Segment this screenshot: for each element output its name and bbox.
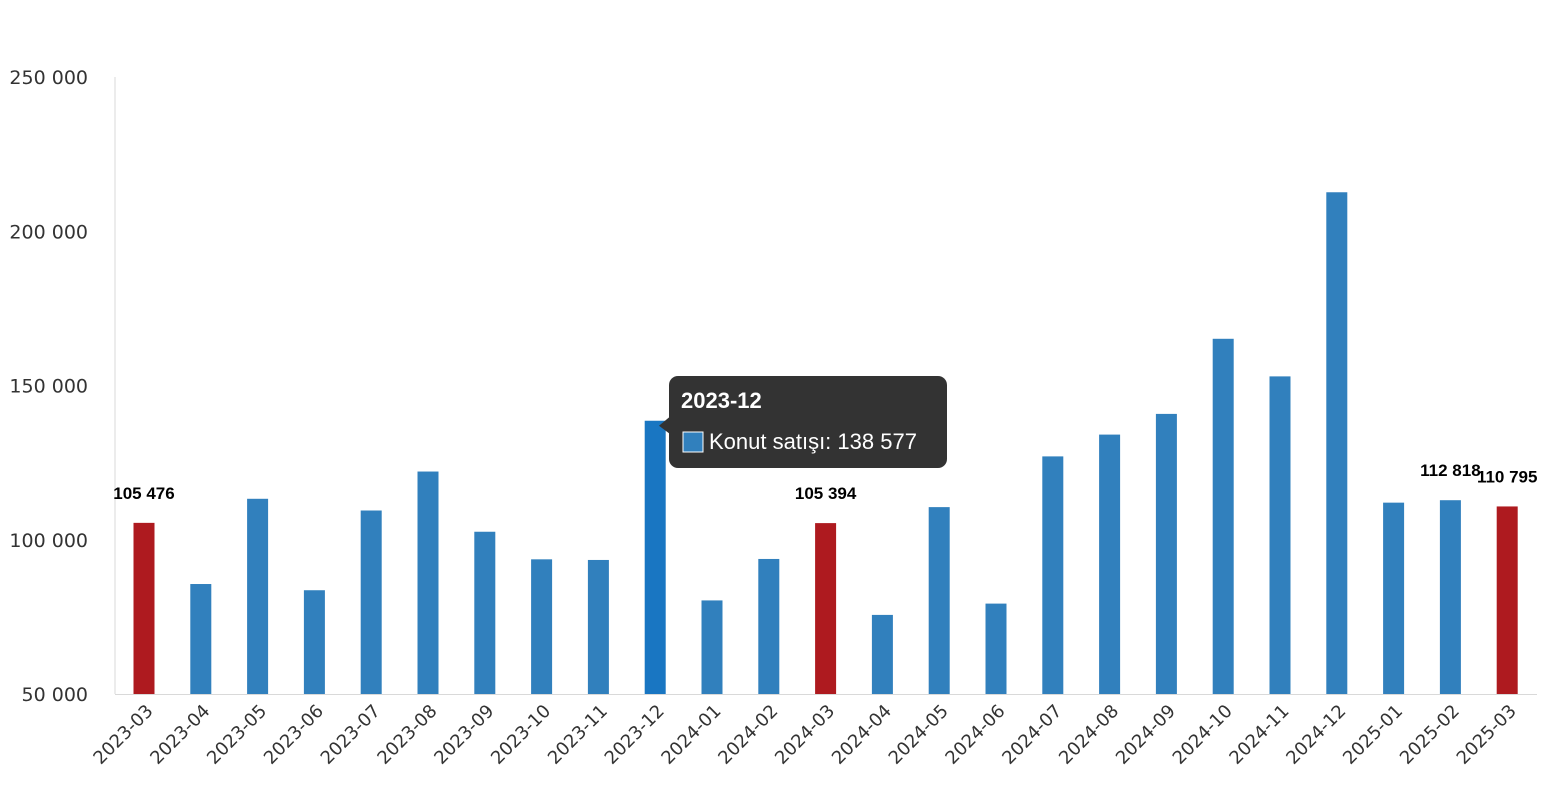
bar-2023-06[interactable] <box>303 590 325 694</box>
data-label: 105 476 <box>113 484 174 503</box>
bar-2023-04[interactable] <box>190 584 212 694</box>
tooltip-box <box>669 376 947 468</box>
tooltip: 2023-12 Konut satışı: 138 577 <box>659 376 947 468</box>
bar-2023-05[interactable] <box>247 498 269 694</box>
x-tick-label: 2024-05 <box>885 701 953 769</box>
x-tick-label: 2023-09 <box>430 701 498 769</box>
bar-2025-01[interactable] <box>1383 502 1405 694</box>
data-label: 105 394 <box>795 484 857 503</box>
bars <box>133 192 1518 694</box>
x-tick-label: 2024-07 <box>998 701 1066 769</box>
bar-2024-11[interactable] <box>1269 376 1291 694</box>
bar-2023-08[interactable] <box>417 471 439 694</box>
x-tick-label: 2023-12 <box>601 701 669 769</box>
tooltip-series-swatch <box>682 431 704 453</box>
bar-2024-12[interactable] <box>1326 192 1348 694</box>
axes <box>114 77 1537 695</box>
bar-2023-11[interactable] <box>587 559 609 694</box>
bar-2024-01[interactable] <box>701 600 723 694</box>
x-tick-label: 2023-06 <box>260 701 328 769</box>
bar-2024-09[interactable] <box>1155 413 1177 694</box>
y-axis-ticks: 50 000 100 000 150 000 200 000 250 000 <box>9 67 88 706</box>
x-tick-label: 2023-05 <box>203 701 271 769</box>
x-tick-label: 2024-03 <box>771 701 839 769</box>
x-axis-ticks: 2023-032023-042023-052023-062023-072023-… <box>89 701 1520 769</box>
bar-2025-02[interactable] <box>1439 500 1461 694</box>
y-tick-label: 200 000 <box>9 221 88 243</box>
bar-2023-03[interactable] <box>133 522 155 694</box>
bar-2023-10[interactable] <box>531 559 553 694</box>
x-tick-label: 2023-10 <box>487 701 555 769</box>
bar-2023-09[interactable] <box>474 531 496 694</box>
y-tick-label: 150 000 <box>9 376 88 398</box>
x-tick-label: 2024-11 <box>1225 701 1293 769</box>
x-tick-label: 2025-01 <box>1339 701 1407 769</box>
bar-2025-03[interactable] <box>1496 506 1518 694</box>
x-tick-label: 2023-07 <box>317 701 385 769</box>
bar-2024-04[interactable] <box>871 614 893 694</box>
y-tick-label: 100 000 <box>9 530 88 552</box>
x-tick-label: 2025-02 <box>1396 701 1464 769</box>
x-tick-label: 2025-03 <box>1453 701 1521 769</box>
x-tick-label: 2023-03 <box>89 701 157 769</box>
x-tick-label: 2024-09 <box>1112 701 1180 769</box>
x-tick-label: 2024-01 <box>657 701 725 769</box>
data-label: 110 795 <box>1477 467 1538 486</box>
x-tick-label: 2024-12 <box>1282 701 1350 769</box>
bar-2024-03[interactable] <box>815 523 837 694</box>
y-tick-label: 50 000 <box>22 684 88 706</box>
bar-2023-12[interactable] <box>644 420 666 694</box>
bar-2024-10[interactable] <box>1212 338 1234 694</box>
x-tick-label: 2023-04 <box>146 701 214 769</box>
y-tick-label: 250 000 <box>9 67 88 89</box>
bar-2024-07[interactable] <box>1042 456 1064 694</box>
x-tick-label: 2024-06 <box>941 701 1009 769</box>
x-tick-label: 2024-10 <box>1169 701 1237 769</box>
bar-2023-07[interactable] <box>360 510 382 694</box>
tooltip-pointer <box>659 415 671 435</box>
bar-2024-02[interactable] <box>758 558 780 694</box>
x-tick-label: 2024-08 <box>1055 701 1123 769</box>
bar-2024-06[interactable] <box>985 603 1007 694</box>
x-tick-label: 2023-11 <box>544 701 612 769</box>
tooltip-title: 2023-12 <box>681 388 762 413</box>
x-tick-label: 2024-02 <box>714 701 782 769</box>
tooltip-value: Konut satışı: 138 577 <box>709 429 917 454</box>
data-label: 112 818 <box>1420 461 1481 480</box>
x-tick-label: 2023-08 <box>373 701 441 769</box>
bar-2024-08[interactable] <box>1099 434 1121 694</box>
x-tick-label: 2024-04 <box>828 701 896 769</box>
bar-2024-05[interactable] <box>928 507 950 694</box>
